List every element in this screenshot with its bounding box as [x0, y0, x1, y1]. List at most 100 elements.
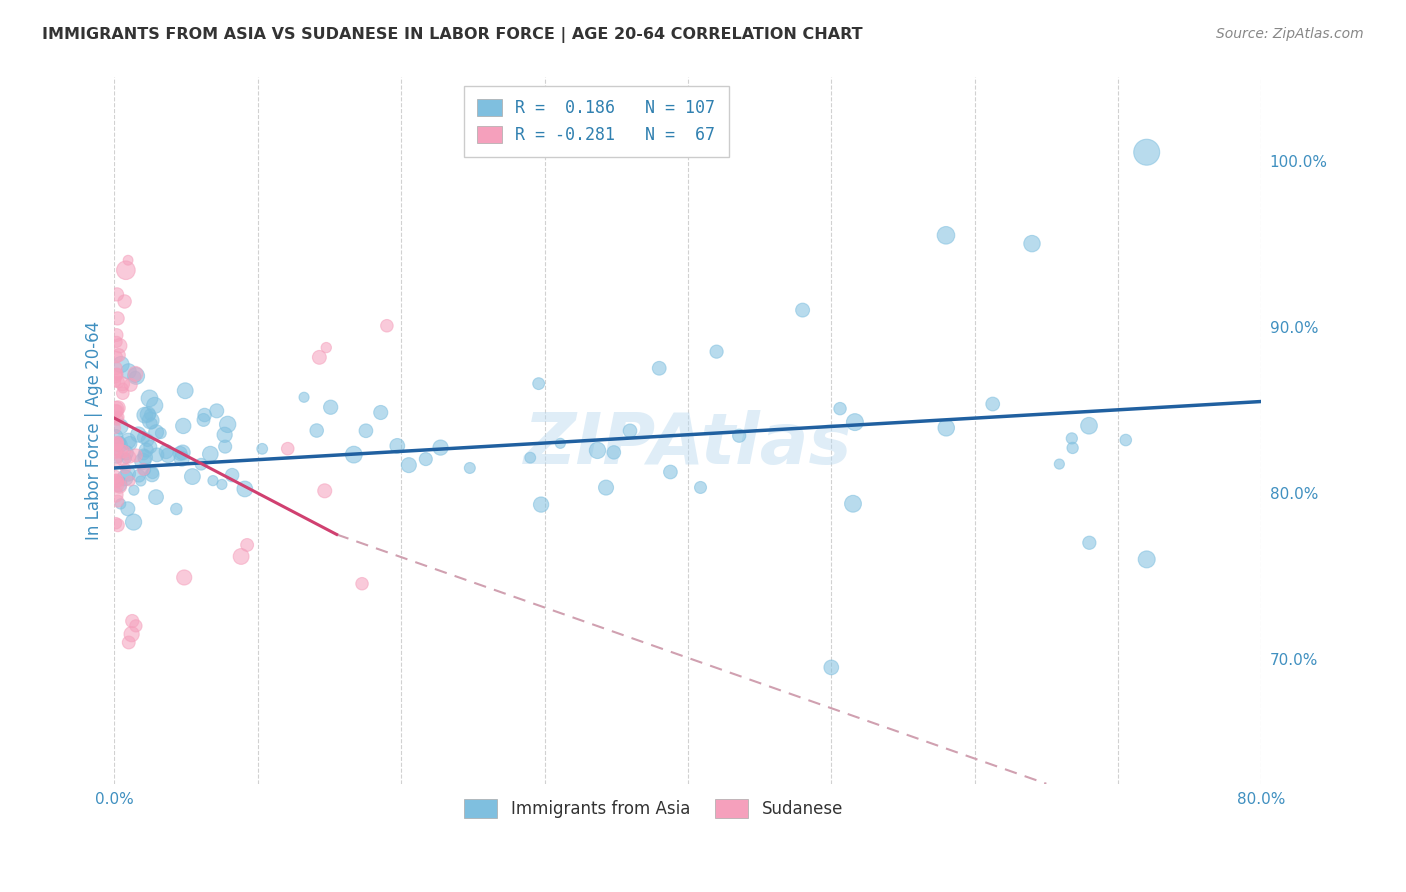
Point — [105, 437, 128, 451]
Point — [132, 447, 155, 461]
Point — [110, 497, 132, 511]
Point — [111, 376, 134, 391]
Point — [1062, 441, 1084, 455]
Point — [415, 452, 437, 467]
Point — [105, 328, 128, 343]
Point — [108, 479, 131, 493]
Point — [211, 477, 233, 491]
Point — [236, 538, 259, 552]
Point — [125, 619, 148, 633]
Point — [120, 377, 142, 392]
Point — [141, 417, 163, 431]
Point — [108, 435, 131, 450]
Point — [619, 424, 641, 438]
Point — [603, 445, 626, 459]
Point — [110, 358, 132, 372]
Point — [145, 425, 167, 439]
Point — [550, 436, 572, 450]
Point — [111, 381, 134, 395]
Point — [136, 408, 159, 422]
Point — [135, 443, 157, 458]
Point — [124, 370, 146, 384]
Point — [354, 424, 377, 438]
Point — [105, 367, 128, 381]
Point — [143, 399, 166, 413]
Point — [105, 477, 128, 491]
Point — [105, 350, 128, 364]
Point — [1021, 236, 1043, 251]
Point — [134, 450, 156, 465]
Point — [107, 375, 129, 389]
Point — [120, 474, 142, 488]
Point — [305, 424, 328, 438]
Point — [136, 434, 159, 448]
Point — [170, 451, 193, 466]
Point — [214, 440, 236, 454]
Point — [103, 472, 125, 486]
Point — [429, 441, 451, 455]
Point — [115, 446, 138, 460]
Point — [193, 413, 215, 427]
Point — [104, 369, 127, 384]
Point — [118, 436, 141, 450]
Point — [981, 397, 1004, 411]
Point — [114, 471, 136, 485]
Point — [134, 462, 156, 476]
Point — [194, 408, 217, 422]
Point — [107, 435, 129, 450]
Point — [107, 518, 129, 533]
Point — [169, 446, 191, 460]
Point — [118, 450, 141, 464]
Point — [107, 494, 129, 508]
Point — [1136, 145, 1159, 160]
Point — [595, 481, 617, 495]
Point — [108, 477, 131, 491]
Point — [172, 419, 194, 434]
Point — [173, 570, 195, 584]
Point — [1047, 457, 1070, 471]
Point — [124, 367, 146, 381]
Point — [139, 414, 162, 428]
Point — [1136, 552, 1159, 566]
Point — [121, 614, 143, 628]
Point — [139, 440, 162, 454]
Point — [205, 404, 228, 418]
Point — [117, 501, 139, 516]
Point — [105, 368, 128, 382]
Point — [1060, 431, 1083, 445]
Point — [105, 474, 128, 488]
Point — [375, 318, 398, 333]
Point — [820, 660, 842, 674]
Point — [122, 483, 145, 498]
Point — [146, 448, 169, 462]
Point — [103, 410, 125, 425]
Point — [648, 361, 671, 376]
Point — [1078, 535, 1101, 549]
Point — [107, 311, 129, 326]
Point — [706, 344, 728, 359]
Point — [105, 287, 128, 301]
Point — [112, 444, 135, 458]
Point — [370, 405, 392, 419]
Text: ZIPAtlas: ZIPAtlas — [523, 410, 852, 479]
Point — [181, 469, 204, 483]
Point — [142, 466, 165, 480]
Point — [122, 515, 145, 529]
Point — [105, 449, 128, 463]
Point — [107, 474, 129, 488]
Point — [233, 482, 256, 496]
Point — [111, 386, 134, 401]
Point — [105, 402, 128, 417]
Legend: Immigrants from Asia, Sudanese: Immigrants from Asia, Sudanese — [457, 792, 849, 825]
Point — [121, 627, 143, 641]
Point — [277, 442, 299, 456]
Point — [117, 253, 139, 268]
Point — [134, 408, 156, 422]
Point — [828, 401, 851, 416]
Point — [214, 427, 236, 442]
Point — [792, 303, 814, 318]
Point — [165, 502, 187, 516]
Point — [104, 454, 127, 468]
Point — [229, 549, 252, 564]
Point — [110, 444, 132, 458]
